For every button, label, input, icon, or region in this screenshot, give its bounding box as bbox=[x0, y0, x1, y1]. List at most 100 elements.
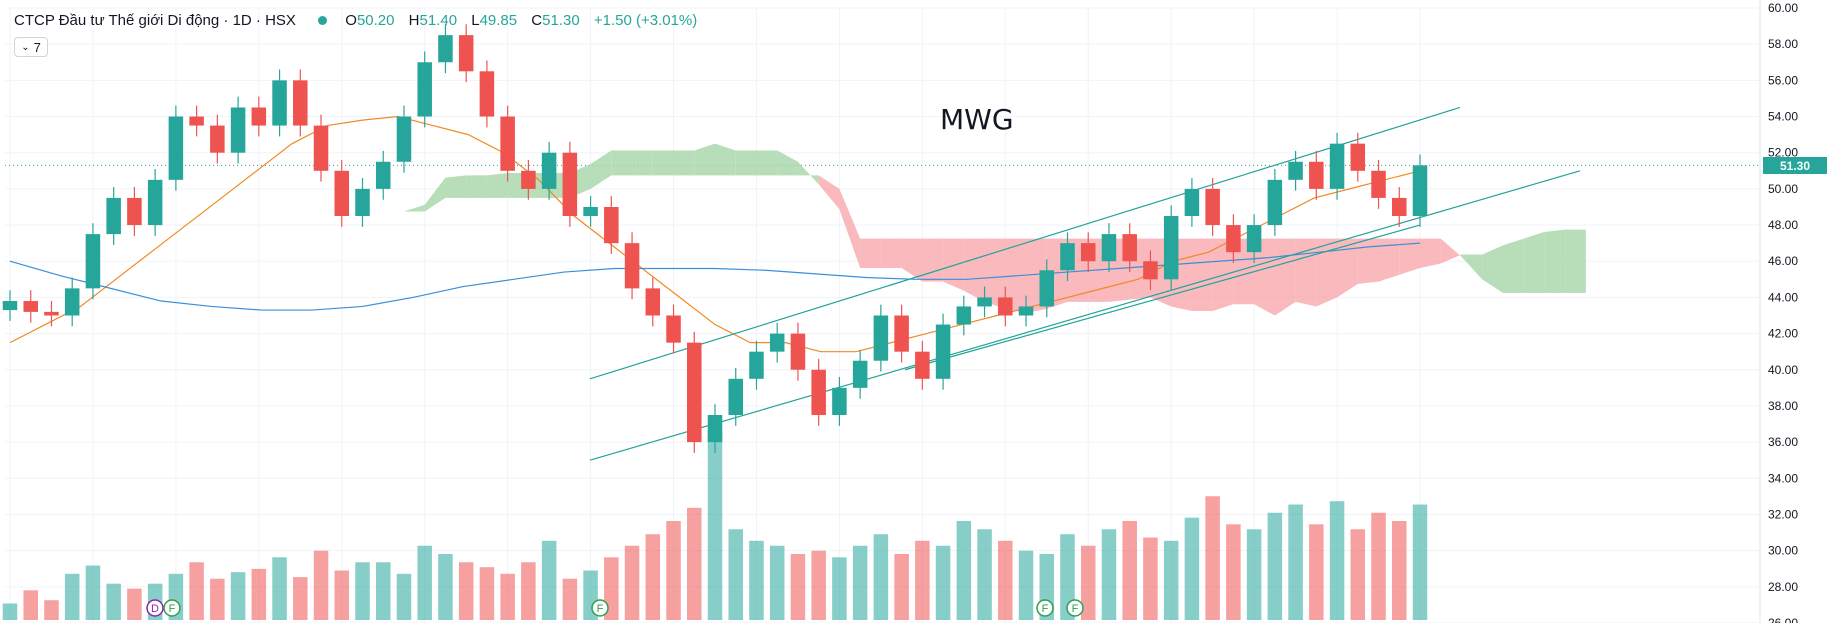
event-marker[interactable]: F bbox=[1066, 599, 1084, 617]
event-marker[interactable]: F bbox=[591, 599, 609, 617]
volume-bar bbox=[1143, 537, 1158, 620]
volume-bar bbox=[956, 521, 972, 620]
volume-bar bbox=[728, 529, 743, 620]
event-marker-label: F bbox=[597, 603, 604, 615]
event-marker[interactable]: D bbox=[146, 599, 164, 617]
volume-bar bbox=[852, 545, 868, 620]
channel-upper-line bbox=[589, 106, 1461, 380]
volume-bar bbox=[562, 578, 578, 620]
ma-long-line bbox=[9, 242, 1421, 311]
price-tick-label: 52.00 bbox=[1768, 146, 1798, 160]
price-tick-label: 34.00 bbox=[1768, 471, 1798, 485]
candle-body bbox=[23, 301, 38, 312]
volume-bar bbox=[375, 562, 391, 620]
cloud-segment bbox=[673, 150, 695, 176]
event-marker[interactable]: F bbox=[163, 599, 181, 617]
volume-bars bbox=[2, 430, 1428, 620]
volume-bar bbox=[1412, 504, 1428, 620]
volume-bar bbox=[1309, 524, 1324, 620]
cloud-segment bbox=[1233, 238, 1255, 305]
volume-bar bbox=[1226, 524, 1241, 620]
cloud-segment bbox=[1191, 238, 1213, 311]
volume-bar bbox=[479, 567, 495, 620]
volume-bar bbox=[1350, 529, 1366, 620]
candle-body bbox=[1018, 306, 1034, 316]
price-tick-label: 36.00 bbox=[1768, 435, 1798, 449]
open-value: 50.20 bbox=[356, 12, 395, 29]
volume-bar bbox=[1392, 521, 1407, 620]
candle-body bbox=[707, 414, 723, 443]
candle-body bbox=[998, 297, 1013, 316]
cloud-segment bbox=[383, 211, 404, 217]
candle-body bbox=[687, 342, 702, 443]
volume-bar bbox=[334, 570, 350, 620]
ticker-annotation[interactable]: MWG bbox=[940, 103, 1014, 136]
volume-bar bbox=[44, 600, 59, 620]
volume-bar bbox=[832, 557, 847, 620]
candle-body bbox=[1163, 216, 1179, 280]
volume-bar bbox=[1184, 517, 1200, 620]
candle-body bbox=[417, 62, 432, 117]
volume-bar bbox=[417, 545, 432, 620]
volume-bar bbox=[790, 554, 806, 620]
candle-body bbox=[1060, 243, 1075, 271]
volume-bar bbox=[1371, 512, 1386, 620]
volume-bar bbox=[500, 573, 515, 620]
cloud-segment bbox=[984, 238, 1006, 309]
candle-body bbox=[230, 107, 246, 153]
candle-body bbox=[541, 152, 557, 189]
high-label: H bbox=[408, 12, 420, 29]
cloud-segment bbox=[258, 256, 280, 275]
candle-body bbox=[769, 333, 785, 352]
volume-bar bbox=[251, 568, 267, 620]
volume-bar bbox=[977, 529, 992, 620]
candle-body bbox=[1288, 161, 1303, 180]
cloud-segment bbox=[1565, 229, 1586, 293]
volume-bar bbox=[749, 540, 764, 620]
earnings-icon bbox=[163, 599, 181, 617]
symbol-title[interactable]: CTCP Đầu tư Thế giới Di động · 1D · HSX bbox=[14, 12, 296, 29]
candle-body bbox=[44, 311, 59, 316]
volume-bar bbox=[624, 545, 640, 620]
price-tick-label: 56.00 bbox=[1768, 73, 1798, 87]
cloud-segment bbox=[1357, 238, 1379, 284]
candle-body bbox=[915, 351, 930, 379]
candle-body bbox=[956, 306, 972, 325]
ichimoku-cloud bbox=[175, 143, 1586, 316]
cloud-segment bbox=[1420, 238, 1441, 269]
candle-body bbox=[935, 324, 951, 379]
cloud-segment bbox=[1482, 245, 1503, 293]
event-marker-label: D bbox=[151, 603, 159, 615]
volume-bar bbox=[1205, 496, 1220, 620]
cloud-segment bbox=[652, 150, 674, 176]
candle-body bbox=[438, 35, 453, 63]
volume-bar bbox=[2, 603, 18, 620]
volume-bar bbox=[1288, 504, 1303, 620]
candle-body bbox=[210, 125, 225, 153]
candle-body bbox=[1122, 234, 1137, 262]
cloud-segment bbox=[694, 143, 715, 176]
candle-body bbox=[106, 197, 121, 235]
candle-body bbox=[479, 71, 495, 117]
price-tick-label: 50.00 bbox=[1768, 182, 1798, 196]
candle-body bbox=[127, 197, 142, 226]
candle-body bbox=[458, 35, 474, 72]
candle-body bbox=[64, 288, 80, 316]
candle-body bbox=[1039, 270, 1055, 307]
earnings-icon bbox=[591, 599, 609, 617]
candle-body bbox=[1143, 261, 1158, 280]
cloud-segment bbox=[818, 175, 840, 210]
candle-body bbox=[1371, 170, 1386, 198]
grid bbox=[5, 7, 1760, 623]
event-marker[interactable]: F bbox=[1036, 599, 1054, 617]
volume-bar bbox=[645, 534, 661, 620]
cloud-segment bbox=[403, 204, 425, 212]
trend-line bbox=[904, 224, 1421, 371]
volume-bar bbox=[687, 507, 702, 620]
price-tick-label: 28.00 bbox=[1768, 580, 1798, 594]
candle-body bbox=[583, 206, 598, 217]
indicators-toggle-button[interactable]: ⌄ 7 bbox=[14, 37, 48, 57]
candle-body bbox=[728, 378, 743, 415]
open-label: O bbox=[345, 12, 357, 29]
